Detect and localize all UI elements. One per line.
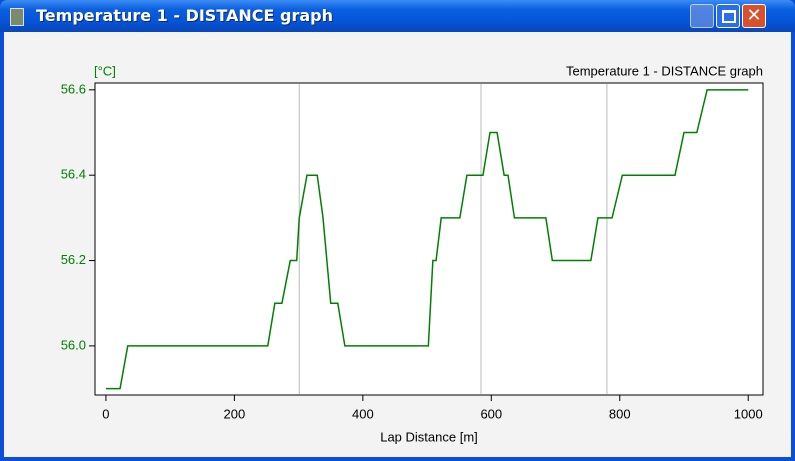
plot-area [94, 82, 764, 396]
app-icon [10, 8, 24, 26]
x-tick-label: 0 [102, 406, 109, 421]
y-tick-label: 56.4 [61, 167, 86, 182]
data-line [105, 89, 749, 390]
y-axis-label: [°C] [94, 63, 116, 78]
chart-title: Temperature 1 - DISTANCE graph [566, 63, 763, 78]
title-bar: Temperature 1 - DISTANCE graph ✕ [0, 0, 795, 32]
y-tick-label: 56.0 [61, 337, 86, 352]
x-tick-label: 400 [352, 406, 374, 421]
y-tick-label: 56.6 [61, 81, 86, 96]
x-tick-label: 200 [224, 406, 246, 421]
close-button[interactable]: ✕ [742, 4, 766, 28]
x-tick-label: 800 [609, 406, 631, 421]
x-tick-label: 600 [480, 406, 502, 421]
x-axis-label: Lap Distance [m] [380, 429, 478, 444]
y-tick-label: 56.2 [61, 252, 86, 267]
minimize-button[interactable] [690, 4, 714, 28]
window-title: Temperature 1 - DISTANCE graph [36, 6, 333, 25]
maximize-button[interactable] [716, 4, 740, 28]
x-tick-label: 1000 [734, 406, 763, 421]
